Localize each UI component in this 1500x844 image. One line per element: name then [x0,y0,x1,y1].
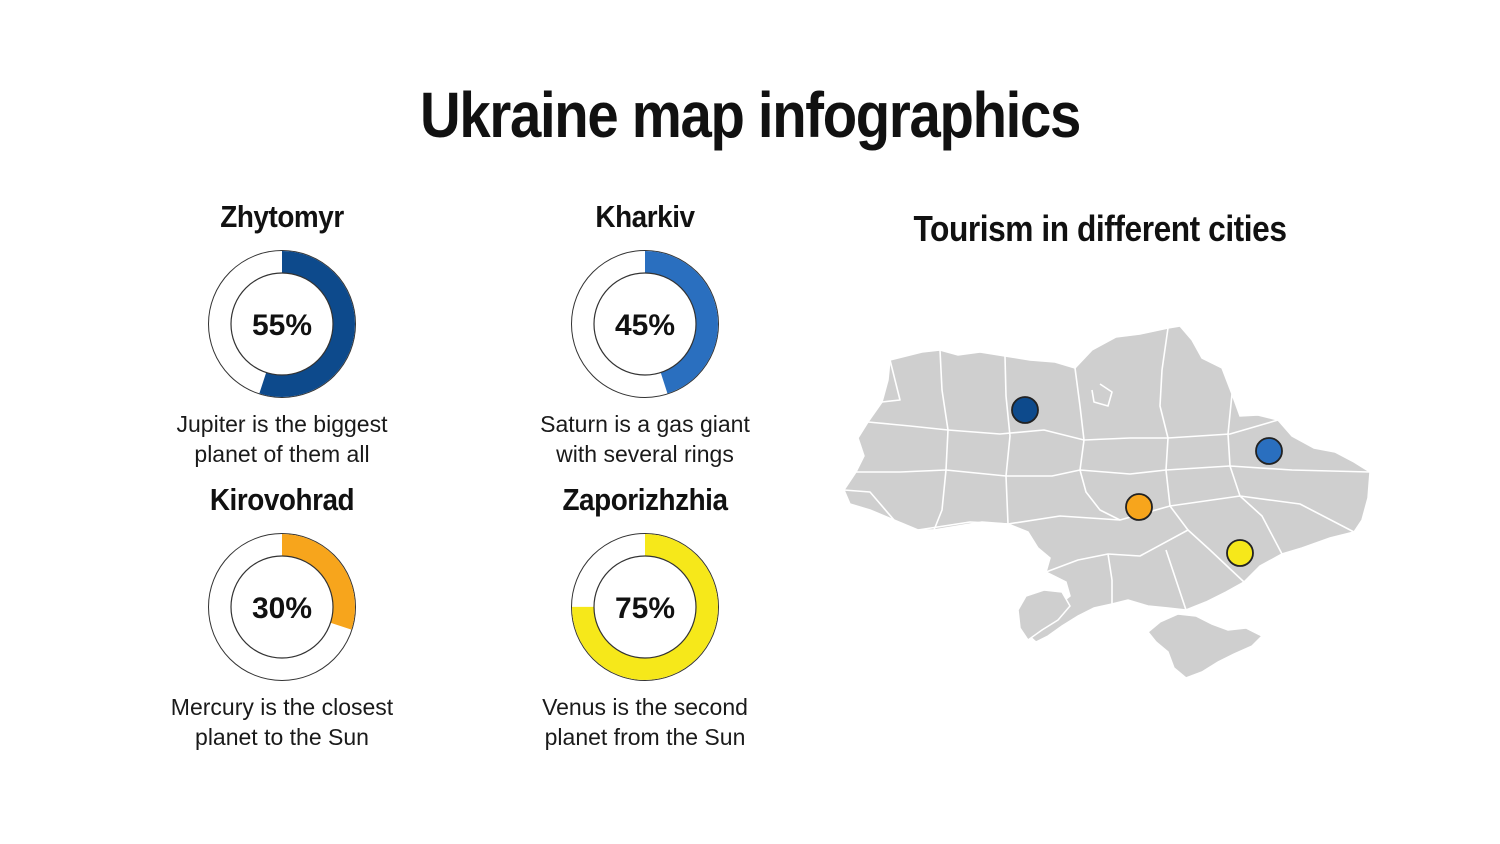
region-border [933,349,949,531]
map-marker-zaporizhzhia [1226,539,1254,567]
map-marker-kirovohrad [1125,493,1153,521]
city-card-zaporizhzhia: Zaporizhzhia 75% Venus is the second pla… [495,480,795,752]
region-border [1227,393,1283,555]
donut-value-arc [209,251,355,397]
region-border [1107,553,1113,604]
city-description: Jupiter is the biggest planet of them al… [176,411,388,467]
ukraine-outline [843,325,1371,643]
city-name: Kharkiv [595,199,695,234]
region-border [1091,383,1113,407]
percent-label: 55% [252,309,312,342]
city-name: Kirovohrad [209,482,355,517]
region-border [867,419,1279,441]
donut-chart-zaporizhzhia: 75% [571,533,719,681]
percent-label: 45% [615,309,675,342]
page-title: Ukraine map infographics [420,79,1081,151]
map-regions [843,325,1371,679]
crimea [1146,613,1264,679]
donut-inner [230,272,334,376]
donut-inner [230,555,334,659]
city-description: Venus is the second planet from the Sun [542,694,748,750]
donut-inner [593,555,697,659]
region-border [843,489,895,521]
region-border [856,465,1371,477]
donut-inner [593,272,697,376]
city-card-kirovohrad: Kirovohrad 30% Mercury is the closest pl… [132,480,432,752]
donut-chart-kharkiv: 45% [571,250,719,398]
map-marker-kharkiv [1255,437,1283,465]
percent-label: 30% [252,592,312,625]
city-name: Zaporizhzhia [562,482,728,517]
odesa-lobe [1017,589,1071,642]
region-border [881,359,901,403]
donut-chart-kirovohrad: 30% [208,533,356,681]
region-border [1045,529,1245,583]
city-name: Zhytomyr [220,199,344,234]
donut-value-arc [209,534,355,680]
ukraine-map [843,325,1371,679]
city-card-kharkiv: Kharkiv 45% Saturn is a gas giant with s… [495,197,795,469]
city-description: Saturn is a gas giant with several rings [540,411,750,467]
map-markers [1011,396,1283,567]
map-region-borders [843,327,1371,611]
city-description: Mercury is the closest planet to the Sun [170,694,394,750]
region-border [1165,549,1187,611]
donut-value-arc [572,534,718,680]
city-card-zhytomyr: Zhytomyr 55% Jupiter is the biggest plan… [132,197,432,469]
donut-chart-zhytomyr: 55% [208,250,356,398]
map-title: Tourism in different cities [913,208,1287,249]
map-marker-zhytomyr [1011,396,1039,424]
donut-value-arc [572,251,718,397]
region-border [1004,355,1011,525]
region-border [917,495,1355,533]
percent-label: 75% [615,592,675,625]
